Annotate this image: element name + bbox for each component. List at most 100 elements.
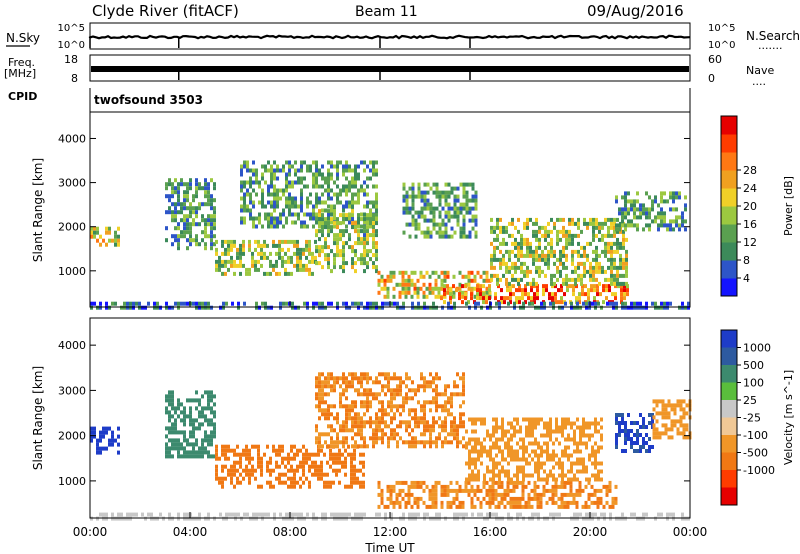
range-cell: [585, 465, 588, 470]
range-cell: [257, 484, 260, 489]
range-cell: [596, 284, 599, 289]
range-cell: [186, 222, 189, 227]
range-cell: [299, 464, 302, 469]
range-cell: [618, 425, 621, 429]
range-cell: [189, 434, 192, 439]
range-cell: [590, 288, 593, 293]
range-cell: [372, 213, 375, 218]
range-cell: [243, 220, 246, 225]
range-cell: [485, 296, 488, 301]
range-cell: [240, 172, 243, 177]
range-cell: [414, 420, 417, 425]
range-cell: [619, 265, 622, 270]
range-cell: [246, 204, 249, 209]
range-cell: [402, 408, 405, 413]
range-cell: [402, 404, 405, 409]
range-cell: [174, 422, 177, 427]
range-cell: [410, 492, 414, 497]
range-cell: [318, 305, 321, 310]
range-cell: [417, 384, 420, 389]
range-cell: [327, 261, 330, 266]
data-region: [465, 417, 603, 482]
range-cell: [663, 219, 666, 224]
range-cell: [213, 214, 216, 219]
range-cell: [497, 480, 501, 485]
range-cell: [434, 496, 438, 501]
range-cell: [372, 301, 375, 306]
range-cell: [357, 305, 360, 310]
range-cell: [177, 450, 180, 455]
range-cell: [372, 160, 375, 165]
range-cell: [210, 394, 213, 399]
range-cell: [168, 305, 171, 310]
range-cell: [327, 192, 330, 197]
range-cell: [323, 472, 326, 477]
range-cell: [159, 512, 162, 517]
range-cell: [490, 225, 493, 230]
range-cell: [204, 446, 207, 451]
range-cell: [423, 444, 426, 449]
range-cell: [324, 516, 327, 521]
range-cell: [505, 281, 508, 286]
range-cell: [554, 488, 558, 493]
range-cell: [387, 404, 390, 409]
range-cell: [410, 294, 414, 299]
range-cell: [224, 476, 227, 481]
range-cell: [198, 186, 201, 191]
range-cell: [520, 241, 523, 246]
range-cell: [557, 504, 561, 509]
range-cell: [524, 504, 528, 509]
range-cell: [375, 229, 378, 234]
range-cell: [294, 180, 297, 185]
range-cell: [204, 178, 207, 183]
range-cell: [514, 241, 517, 246]
range-cell: [537, 441, 540, 446]
range-cell: [431, 286, 435, 291]
range-cell: [613, 273, 616, 278]
range-cell: [207, 516, 210, 521]
range-cell: [389, 500, 393, 505]
range-cell: [348, 180, 351, 185]
range-cell: [398, 504, 402, 509]
range-cell: [531, 429, 534, 434]
range-cell: [272, 243, 275, 248]
range-cell: [171, 398, 174, 403]
range-cell: [239, 255, 242, 260]
range-cell: [509, 500, 513, 505]
range-cell: [270, 212, 273, 217]
range-cell: [474, 437, 477, 442]
range-cell: [201, 450, 204, 455]
range-cell: [622, 233, 625, 238]
range-cell: [420, 372, 423, 377]
range-cell: [381, 432, 384, 437]
range-cell: [357, 233, 360, 238]
range-cell: [570, 453, 573, 458]
range-cell: [171, 430, 174, 435]
range-cell: [399, 420, 402, 425]
range-cell: [578, 480, 582, 485]
range-cell: [408, 512, 411, 517]
range-cell: [375, 192, 378, 197]
range-cell: [551, 284, 554, 289]
range-cell: [432, 440, 435, 445]
range-cell: [405, 428, 408, 433]
range-cell: [678, 215, 681, 220]
range-cell: [384, 392, 387, 397]
range-cell: [360, 229, 363, 234]
range-cell: [663, 215, 666, 220]
range-cell: [114, 234, 117, 239]
range-cell: [201, 446, 204, 451]
range-cell: [588, 433, 591, 438]
range-cell: [465, 477, 468, 482]
range-cell: [543, 477, 546, 482]
range-cell: [446, 488, 450, 493]
range-cell: [486, 429, 489, 434]
range-cell: [515, 500, 519, 505]
range-cell: [287, 255, 290, 260]
range-cell: [583, 221, 586, 226]
range-cell: [282, 516, 285, 521]
range-cell: [395, 496, 399, 501]
range-cell: [357, 516, 360, 521]
range-cell: [378, 408, 381, 413]
range-cell: [510, 437, 513, 442]
